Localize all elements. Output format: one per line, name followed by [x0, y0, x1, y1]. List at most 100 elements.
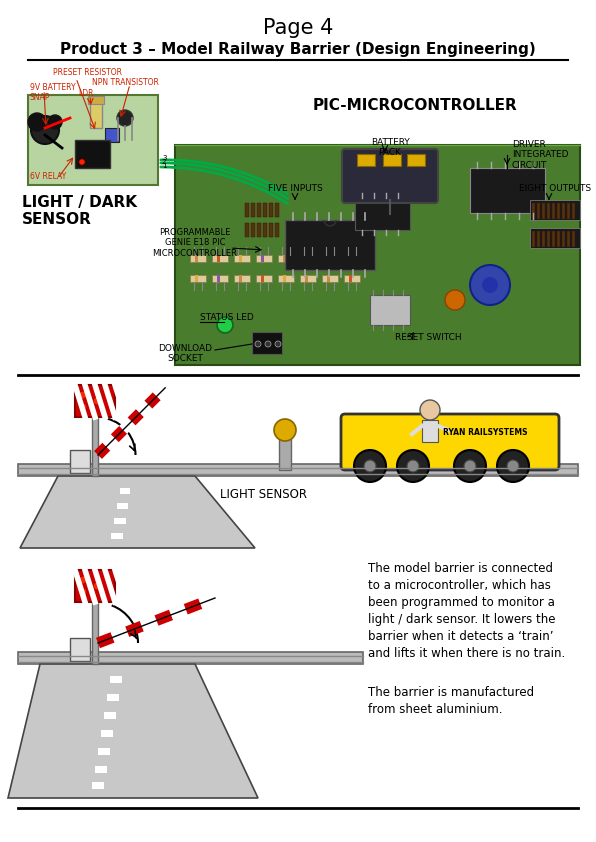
FancyBboxPatch shape [341, 414, 559, 470]
Bar [117, 503, 128, 509]
Text: PRESET RESISTOR: PRESET RESISTOR [53, 68, 122, 77]
Text: 1: 1 [162, 163, 166, 169]
Bar [547, 203, 550, 219]
Bar [537, 203, 540, 219]
Circle shape [117, 110, 133, 126]
Text: NPN TRANSISTOR: NPN TRANSISTOR [92, 78, 159, 87]
Bar [257, 203, 261, 217]
Bar [239, 255, 242, 262]
Bar [275, 223, 279, 237]
Polygon shape [8, 664, 258, 798]
Circle shape [364, 460, 376, 472]
Bar [217, 255, 220, 262]
Circle shape [275, 341, 281, 347]
Text: LIGHT SENSOR: LIGHT SENSOR [220, 488, 307, 501]
Bar [370, 295, 410, 325]
Bar [300, 255, 316, 262]
Circle shape [397, 450, 429, 482]
Bar [212, 255, 228, 262]
Text: Product 3 – Model Railway Barrier (Design Engineering): Product 3 – Model Railway Barrier (Desig… [60, 42, 536, 57]
Circle shape [497, 450, 529, 482]
Bar [195, 255, 198, 262]
Bar [537, 231, 540, 247]
Bar [344, 255, 360, 262]
Bar [269, 203, 273, 217]
Bar [269, 223, 273, 237]
Bar [114, 518, 126, 524]
Bar [111, 533, 123, 539]
Bar [562, 231, 565, 247]
Bar [101, 730, 113, 737]
Text: DOWNLOAD
SOCKET: DOWNLOAD SOCKET [158, 344, 212, 364]
Text: PROGRAMMABLE
GENIE E18 PIC
MICROCONTROLLER: PROGRAMMABLE GENIE E18 PIC MICROCONTROLL… [153, 228, 237, 258]
Circle shape [454, 450, 486, 482]
Bar [98, 748, 110, 755]
Bar [407, 154, 425, 166]
Text: PIC-MICROCONTROLLER: PIC-MICROCONTROLLER [313, 98, 517, 113]
Bar [278, 275, 294, 282]
Bar [18, 652, 363, 664]
Text: RYAN RAILSYSTEMS: RYAN RAILSYSTEMS [443, 428, 527, 437]
Bar [92, 390, 98, 476]
Bar [349, 255, 352, 262]
Bar [88, 96, 104, 104]
Circle shape [28, 113, 46, 131]
Circle shape [464, 460, 476, 472]
Circle shape [354, 450, 386, 482]
Circle shape [31, 116, 59, 144]
Circle shape [79, 403, 87, 411]
Circle shape [274, 419, 296, 441]
Bar [251, 223, 255, 237]
Circle shape [470, 265, 510, 305]
Circle shape [79, 576, 87, 584]
Bar [542, 231, 545, 247]
Circle shape [93, 397, 101, 405]
Circle shape [507, 460, 519, 472]
Bar [357, 154, 375, 166]
Bar [75, 570, 115, 602]
Bar [567, 231, 570, 247]
Bar [557, 203, 560, 219]
Bar [532, 203, 535, 219]
Bar [278, 255, 294, 262]
Bar [261, 275, 264, 282]
Bar [251, 203, 255, 217]
Circle shape [255, 341, 261, 347]
Bar [252, 332, 282, 354]
Text: RESET SWITCH: RESET SWITCH [395, 333, 462, 342]
Bar [256, 255, 272, 262]
Bar [234, 255, 250, 262]
Text: DRIVER
INTEGRATED
CIRCUIT: DRIVER INTEGRATED CIRCUIT [512, 140, 569, 170]
Bar [552, 203, 555, 219]
Bar [263, 203, 267, 217]
Bar [327, 275, 330, 282]
Circle shape [407, 460, 419, 472]
Bar [562, 203, 565, 219]
Bar [245, 223, 249, 237]
Bar [355, 198, 410, 230]
Bar [383, 154, 401, 166]
FancyBboxPatch shape [28, 95, 158, 185]
Bar [107, 694, 119, 701]
Bar [552, 231, 555, 247]
Bar [256, 275, 272, 282]
Bar [110, 676, 122, 683]
Text: EIGHT OUTPUTS: EIGHT OUTPUTS [519, 184, 591, 193]
Bar [344, 275, 360, 282]
Bar [422, 420, 438, 442]
Bar [283, 275, 286, 282]
Bar [212, 275, 228, 282]
Circle shape [79, 391, 87, 399]
Bar [542, 203, 545, 219]
Bar [92, 782, 104, 789]
Bar [305, 275, 308, 282]
Circle shape [217, 317, 233, 333]
Text: LDR: LDR [78, 89, 94, 98]
Bar [190, 255, 206, 262]
Bar [532, 231, 535, 247]
Bar [305, 255, 308, 262]
Circle shape [265, 341, 271, 347]
Bar [572, 231, 575, 247]
Text: BATTERY
PACK: BATTERY PACK [371, 138, 409, 157]
FancyBboxPatch shape [342, 149, 438, 203]
